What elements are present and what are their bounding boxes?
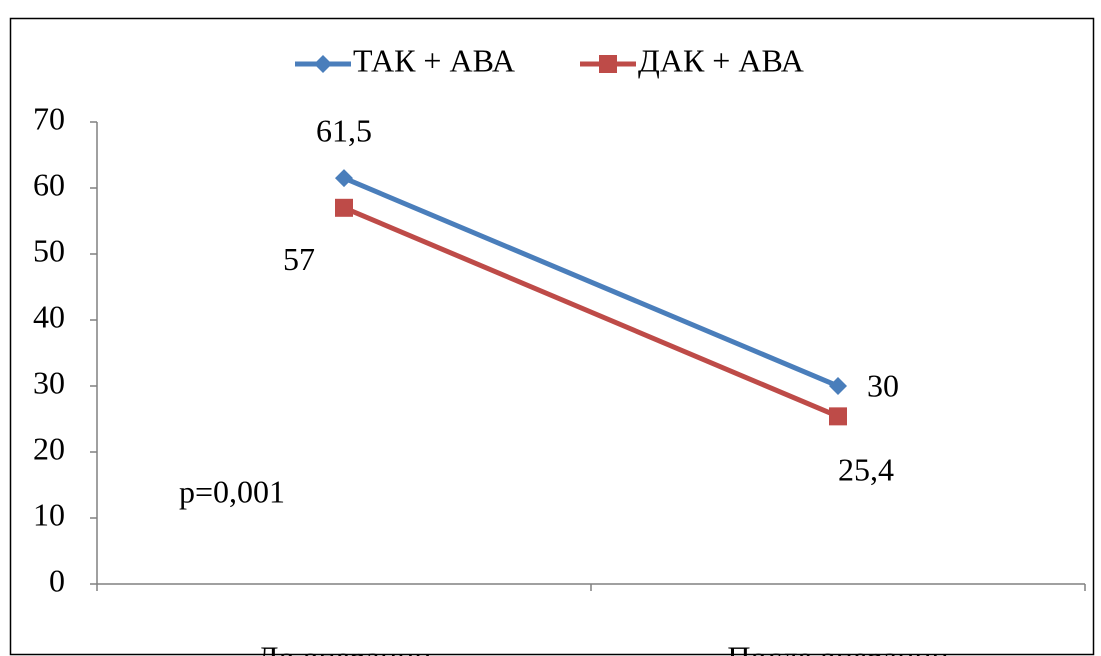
data-point: [829, 377, 847, 395]
legend-label: ДАК + АВА: [638, 42, 804, 78]
legend-label: ТАК + АВА: [353, 42, 515, 78]
data-point: [335, 198, 353, 217]
y-tick-label: 60: [33, 166, 65, 202]
y-tick-label: 20: [33, 430, 65, 466]
series-line: [343, 205, 839, 419]
legend-marker: [599, 55, 617, 73]
data-point: [829, 407, 847, 426]
series-line: [343, 175, 839, 389]
data-label: 61,5: [316, 112, 372, 148]
data-label: 57: [283, 241, 315, 277]
legend-marker: [314, 55, 332, 73]
data-point: [335, 169, 353, 188]
y-tick-label: 30: [33, 364, 65, 400]
data-label: 30: [867, 367, 899, 403]
y-tick-label: 0: [49, 562, 65, 598]
y-tick-label: 40: [33, 298, 65, 334]
y-tick-label: 70: [33, 100, 65, 136]
x-tick-label: До операции: [257, 639, 432, 656]
y-tick-label: 10: [33, 496, 65, 532]
data-label: 25,4: [838, 452, 894, 488]
annotation: p=0,001: [179, 473, 285, 509]
x-tick-label: После операции: [727, 639, 948, 656]
y-tick-label: 50: [33, 232, 65, 268]
chart-frame: [9, 17, 1095, 656]
